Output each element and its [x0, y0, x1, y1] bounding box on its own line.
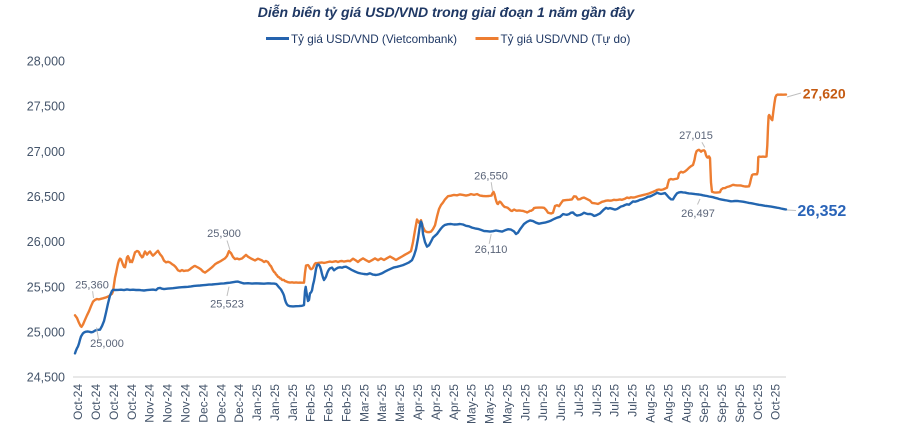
svg-text:Jun-25: Jun-25 [554, 384, 568, 421]
svg-text:Sep-25: Sep-25 [697, 384, 711, 423]
svg-text:25,000: 25,000 [27, 325, 65, 339]
svg-text:26,000: 26,000 [27, 235, 65, 249]
svg-text:Mar-25: Mar-25 [393, 384, 407, 422]
svg-text:26,352: 26,352 [797, 203, 846, 220]
svg-text:Dec-24: Dec-24 [214, 384, 228, 423]
svg-text:Dec-24: Dec-24 [232, 384, 246, 423]
svg-text:25,523: 25,523 [210, 298, 244, 310]
svg-text:27,000: 27,000 [27, 145, 65, 159]
svg-text:Jan-25: Jan-25 [286, 384, 300, 421]
svg-text:Feb-25: Feb-25 [304, 384, 318, 422]
svg-text:Jul-25: Jul-25 [608, 384, 622, 417]
svg-text:Aug-25: Aug-25 [643, 384, 657, 423]
svg-text:May-25: May-25 [482, 384, 496, 424]
svg-text:26,110: 26,110 [475, 244, 508, 256]
svg-text:Jul-25: Jul-25 [590, 384, 604, 417]
svg-text:Mar-25: Mar-25 [357, 384, 371, 422]
svg-text:Jun-25: Jun-25 [518, 384, 532, 421]
svg-text:Nov-24: Nov-24 [143, 384, 157, 423]
svg-text:Tỷ giá USD/VND (Vietcombank): Tỷ giá USD/VND (Vietcombank) [291, 33, 457, 46]
svg-text:Sep-25: Sep-25 [715, 384, 729, 423]
svg-text:Oct-24: Oct-24 [125, 384, 139, 420]
svg-text:Jun-25: Jun-25 [536, 384, 550, 421]
svg-text:27,500: 27,500 [27, 100, 65, 114]
svg-text:26,500: 26,500 [27, 190, 65, 204]
svg-text:Oct-25: Oct-25 [769, 384, 783, 420]
svg-text:Apr-25: Apr-25 [429, 384, 443, 420]
svg-text:24,500: 24,500 [27, 371, 65, 385]
svg-text:25,360: 25,360 [75, 280, 109, 292]
svg-text:Oct-25: Oct-25 [751, 384, 765, 420]
svg-text:Aug-25: Aug-25 [679, 384, 693, 423]
svg-text:Jan-25: Jan-25 [268, 384, 282, 421]
svg-text:27,620: 27,620 [803, 85, 846, 101]
svg-text:26,497: 26,497 [681, 208, 715, 220]
svg-text:Nov-24: Nov-24 [161, 384, 175, 423]
svg-text:Mar-25: Mar-25 [375, 384, 389, 422]
svg-text:Oct-24: Oct-24 [107, 384, 121, 420]
svg-text:Diễn biến tỷ giá USD/VND trong: Diễn biến tỷ giá USD/VND trong giai đoạn… [258, 4, 636, 20]
svg-text:Dec-24: Dec-24 [196, 384, 210, 423]
svg-text:Feb-25: Feb-25 [339, 384, 353, 422]
svg-text:Apr-25: Apr-25 [411, 384, 425, 420]
svg-text:Sep-25: Sep-25 [733, 384, 747, 423]
svg-text:May-25: May-25 [500, 384, 514, 424]
svg-text:Jan-25: Jan-25 [250, 384, 264, 421]
svg-text:27,015: 27,015 [679, 130, 713, 142]
svg-text:May-25: May-25 [465, 384, 479, 424]
svg-text:Tỷ giá USD/VND (Tự do): Tỷ giá USD/VND (Tự do) [501, 33, 631, 46]
svg-text:Aug-25: Aug-25 [661, 384, 675, 423]
svg-text:26,550: 26,550 [474, 170, 508, 182]
svg-text:Apr-25: Apr-25 [447, 384, 461, 420]
svg-text:Oct-24: Oct-24 [89, 384, 103, 420]
svg-text:Feb-25: Feb-25 [322, 384, 336, 422]
svg-text:Jul-25: Jul-25 [572, 384, 586, 417]
svg-text:25,500: 25,500 [27, 280, 65, 294]
svg-text:25,900: 25,900 [207, 228, 241, 240]
svg-text:Oct-24: Oct-24 [71, 384, 85, 420]
svg-text:25,000: 25,000 [90, 338, 124, 350]
svg-text:Nov-24: Nov-24 [178, 384, 192, 423]
svg-text:Jul-25: Jul-25 [626, 384, 640, 417]
svg-text:28,000: 28,000 [27, 54, 65, 68]
